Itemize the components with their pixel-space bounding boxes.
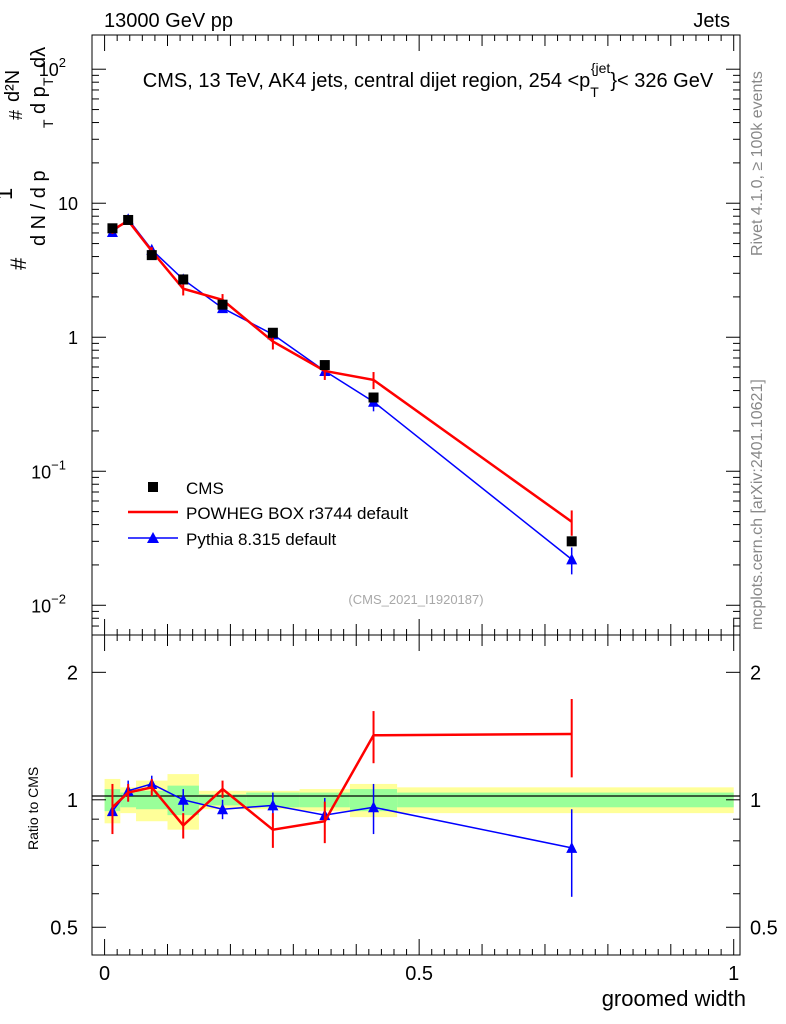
legend-label-powheg: POWHEG BOX r3744 default [186,504,408,523]
ratio-y-tick-label-right: 1 [750,790,761,812]
main-axis-ticks [92,35,740,636]
pythia-ratio-point [217,803,229,815]
ratio-panel: 0.5 0.5 1 1 2 2 0 0.5 1 Ratio to CMS groomed wid… [25,634,778,1011]
ratio-y-tick-label-left: 1 [67,790,78,812]
main-y-axis-label: # 1 d N / d p T # d²N d p T dλ [0,47,56,270]
svg-text:T: T [40,77,56,86]
svg-text:#: # [6,257,31,270]
legend-entry-powheg: POWHEG BOX r3744 default [128,504,408,523]
pythia-main-point [566,553,578,565]
ratio-axis-ticks [92,635,740,955]
x-tick-label: 0 [99,963,110,985]
ratio-y-tick-label-left: 2 [67,662,78,684]
svg-text:d N / d p: d N / d p [28,170,50,246]
legend-label-pythia: Pythia 8.315 default [186,530,337,549]
plot-title: CMS, 13 TeV, AK4 jets, central dijet reg… [143,60,714,100]
powheg-main-line [111,219,573,523]
svg-text:#: # [6,110,26,120]
cms-main-point [217,299,228,310]
ratio-y-tick-label-right: 2 [750,662,761,684]
ratio-uncertainty-bands [104,774,734,830]
legend-marker-pythia [147,532,159,543]
cms-main-point [566,536,577,547]
mcplots-label: mcplots.cern.ch [arXiv:2401.10621] [749,379,766,630]
main-y-tick-label: 10 [58,194,78,214]
ratio-tick-labels: 0.5 0.5 1 1 2 2 0 0.5 1 [50,662,778,985]
cms-main-point [319,360,330,371]
svg-text:d²N: d²N [2,70,24,102]
pythia-ratio-point [368,801,380,813]
legend-entry-pythia: Pythia 8.315 default [128,530,337,549]
x-tick-label: 1 [728,963,739,985]
pythia-ratio-point [177,793,189,805]
ratio-y-axis-label: Ratio to CMS [25,767,41,850]
svg-text:d p: d p [28,86,50,114]
pythia-ratio-point [267,799,279,811]
rivet-label: Rivet 4.1.0, ≥ 100k events [749,71,766,256]
main-series [106,213,578,575]
cms-main-point [178,274,189,285]
ratio-y-tick-label-left: 0.5 [50,917,78,939]
main-y-tick-labels: 10−2 10−1 1 10 102 [31,55,78,616]
legend: CMS POWHEG BOX r3744 default Pythia 8.31… [128,479,408,549]
legend-marker-cms [148,482,158,492]
svg-text:dλ: dλ [28,47,50,68]
cms-main-point [368,392,379,403]
cms-main-point [146,250,157,261]
cms-main-point [267,327,278,338]
x-axis-label: groomed width [602,986,746,1011]
svg-text:1: 1 [0,188,17,200]
header-energy: 13000 GeV pp [104,10,233,32]
ratio-y-tick-label-right: 0.5 [750,917,778,939]
legend-entry-cms: CMS [148,479,224,498]
svg-text:T: T [40,119,56,128]
main-y-tick-label: 10−1 [31,457,66,482]
legend-label-cms: CMS [186,479,224,498]
cms-main-point [123,214,134,225]
main-y-tick-label: 1 [68,328,78,348]
main-y-tick-label: 10−2 [31,591,66,616]
analysis-watermark: (CMS_2021_I1920187) [348,592,483,607]
main-panel: 10−2 10−1 1 10 102 (CMS_2021_I1920187) CMS, … [0,34,741,636]
ratio-frame [91,634,741,956]
ratio-band-inner [397,792,734,808]
pythia-ratio-point [566,841,578,853]
cms-main-point [107,223,118,234]
ratio-series [106,698,578,897]
header-category: Jets [693,10,730,32]
x-tick-label: 0.5 [405,963,433,985]
main-y-tick-label: 102 [39,55,66,80]
